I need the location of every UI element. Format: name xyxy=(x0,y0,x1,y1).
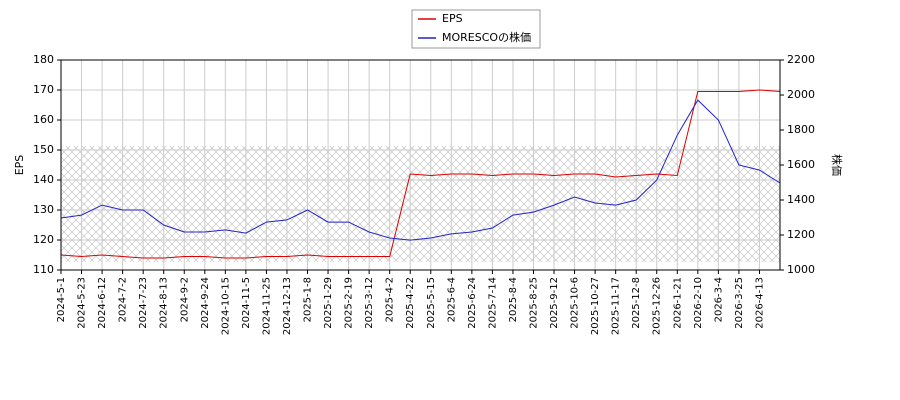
x-tick-label: 2026-4-13 xyxy=(754,277,765,329)
y2-tick-label: 1000 xyxy=(787,263,815,276)
x-tick-label: 2024-7-2 xyxy=(118,277,129,322)
x-tick-label: 2024-11-25 xyxy=(261,277,272,335)
legend-label: EPS xyxy=(442,12,463,25)
x-tick-label: 2025-6-24 xyxy=(467,277,478,329)
x-tick-label: 2025-2-19 xyxy=(344,277,355,329)
x-tick-label: 2025-8-4 xyxy=(508,277,519,322)
y2-tick-label: 1600 xyxy=(787,158,815,171)
hatch-band xyxy=(61,146,780,262)
legend xyxy=(411,9,541,49)
y-axis-label: EPS xyxy=(13,155,26,176)
x-tick-label: 2024-10-15 xyxy=(220,277,231,335)
y2-tick-label: 2200 xyxy=(787,53,815,66)
y-tick-label: 140 xyxy=(33,173,54,186)
x-tick-label: 2026-1-21 xyxy=(672,277,683,329)
x-tick-label: 2025-3-12 xyxy=(364,277,375,329)
y-tick-label: 170 xyxy=(33,83,54,96)
y2-tick-label: 2000 xyxy=(787,88,815,101)
x-tick-label: 2025-7-14 xyxy=(487,277,498,329)
x-tick-label: 2024-8-13 xyxy=(159,277,170,329)
x-tick-label: 2024-7-23 xyxy=(138,277,149,329)
x-tick-label: 2025-12-8 xyxy=(631,277,642,329)
x-tick-label: 2025-6-4 xyxy=(446,277,457,322)
x-tick-label: 2026-3-4 xyxy=(713,277,724,322)
x-tick-label: 2025-4-2 xyxy=(385,277,396,322)
y2-tick-label: 1400 xyxy=(787,193,815,206)
series-line xyxy=(60,99,781,241)
x-tick-label: 2024-11-5 xyxy=(241,277,252,329)
x-tick-label: 2024-5-23 xyxy=(77,277,88,329)
x-tick-label: 2025-8-25 xyxy=(528,277,539,329)
y-tick-label: 110 xyxy=(33,263,54,276)
x-tick-label: 2026-2-10 xyxy=(693,277,704,329)
x-tick-label: 2025-10-27 xyxy=(590,277,601,335)
y2-tick-label: 1200 xyxy=(787,228,815,241)
y2-tick-label: 1800 xyxy=(787,123,815,136)
x-tick-label: 2025-11-17 xyxy=(611,277,622,335)
x-tick-label: 2026-3-25 xyxy=(734,277,745,329)
x-tick-label: 2025-10-6 xyxy=(570,277,581,329)
series-line xyxy=(60,89,781,259)
y-tick-label: 160 xyxy=(33,113,54,126)
x-tick-label: 2024-6-12 xyxy=(97,277,108,329)
y-tick-label: 120 xyxy=(33,233,54,246)
x-tick-label: 2024-5-1 xyxy=(56,277,67,322)
x-tick-label: 2025-1-8 xyxy=(303,277,314,322)
legend-label: MORESCOの株価 xyxy=(442,30,531,44)
y-tick-label: 150 xyxy=(33,143,54,156)
x-tick-label: 2024-9-24 xyxy=(200,277,211,329)
x-tick-label: 2025-12-26 xyxy=(652,277,663,335)
x-tick-label: 2024-12-13 xyxy=(282,277,293,335)
x-tick-label: 2025-5-15 xyxy=(426,277,437,329)
y2-axis-label: 株価 xyxy=(830,154,844,176)
y-tick-label: 180 xyxy=(33,53,54,66)
y-tick-label: 130 xyxy=(33,203,54,216)
x-tick-label: 2025-9-12 xyxy=(549,277,560,329)
x-tick-label: 2025-4-22 xyxy=(405,277,416,329)
x-tick-label: 2024-9-2 xyxy=(179,277,190,322)
x-tick-label: 2025-1-29 xyxy=(323,277,334,329)
